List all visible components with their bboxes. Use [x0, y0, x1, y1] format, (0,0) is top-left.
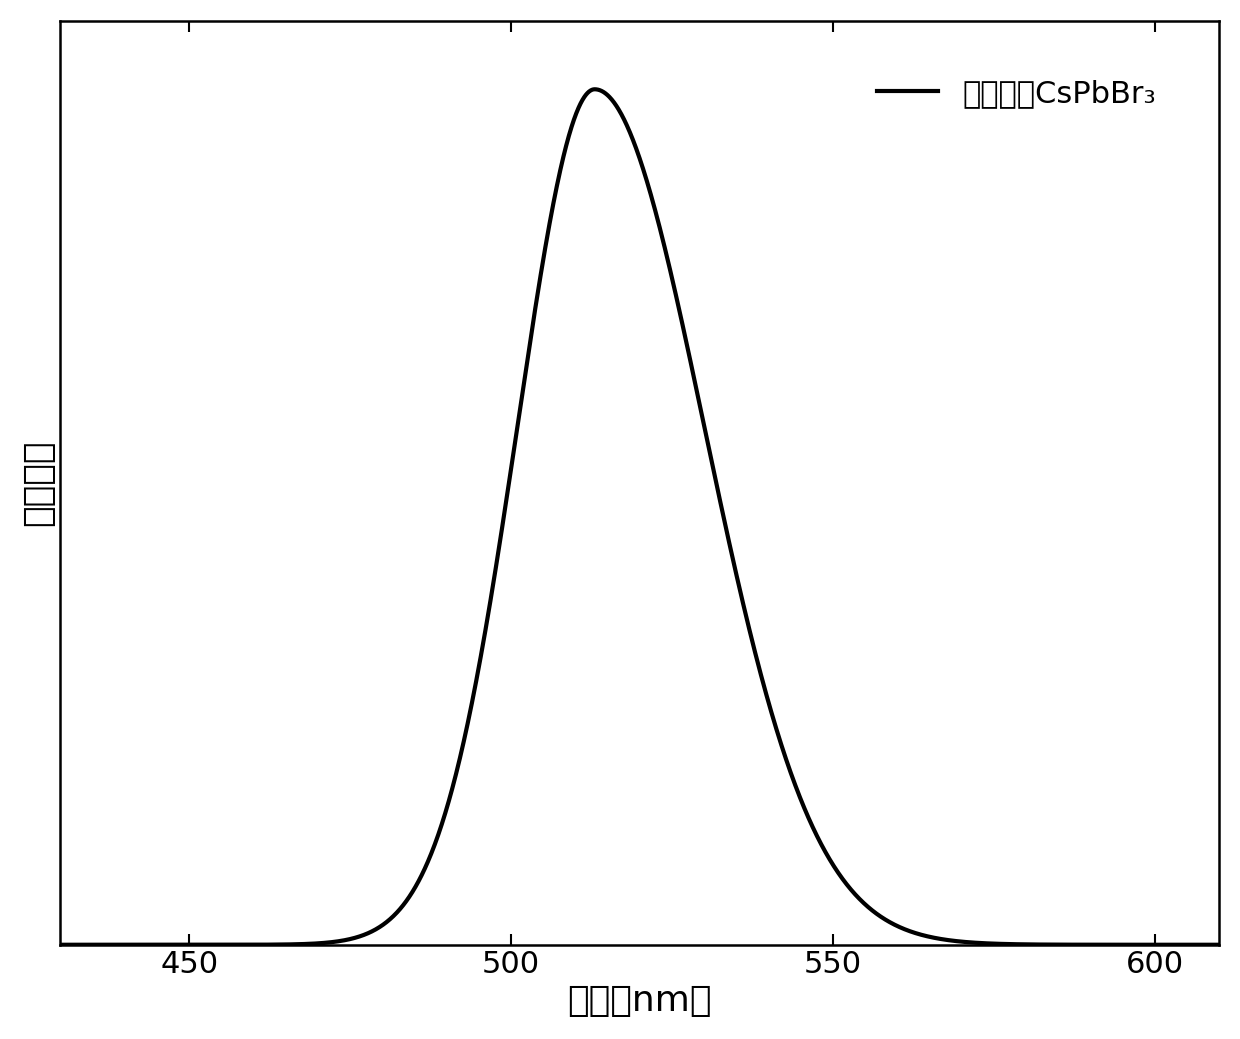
Legend: 处理后的CsPbBr₃: 处理后的CsPbBr₃ [853, 55, 1180, 133]
X-axis label: 波长（nm）: 波长（nm） [568, 984, 712, 1018]
Y-axis label: 荧光强度: 荧光强度 [21, 439, 55, 526]
